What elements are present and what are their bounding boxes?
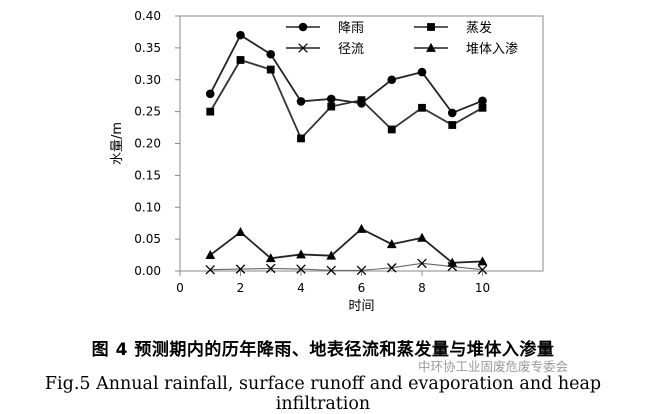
data-point xyxy=(205,264,216,275)
data-point xyxy=(418,103,426,112)
x-tick-label: 2 xyxy=(237,281,245,295)
legend-marker xyxy=(298,22,308,32)
data-point xyxy=(266,65,275,74)
y-tick-label: 0.25 xyxy=(134,105,161,119)
y-tick-label: 0.20 xyxy=(134,137,161,151)
data-point xyxy=(386,239,397,249)
data-point xyxy=(235,227,246,237)
data-point xyxy=(327,102,336,111)
data-point xyxy=(297,134,305,143)
data-point xyxy=(236,30,245,40)
data-point xyxy=(205,249,216,259)
series-1 xyxy=(205,30,487,118)
x-tick-label: 4 xyxy=(297,281,305,295)
x-tick-label: 8 xyxy=(418,281,426,295)
data-point xyxy=(417,258,427,269)
legend-item: 径流 xyxy=(286,42,364,57)
y-tick-label: 0.15 xyxy=(134,168,161,182)
data-point xyxy=(477,256,488,266)
data-point xyxy=(265,253,276,263)
y-tick-label: 0.05 xyxy=(134,232,161,246)
y-tick-label: 0.30 xyxy=(134,73,161,87)
data-point xyxy=(417,67,427,77)
data-point xyxy=(356,223,367,233)
watermark: 中环协工业固废危废专委会 xyxy=(418,359,569,374)
legend-marker xyxy=(298,43,308,53)
data-point xyxy=(477,264,488,275)
data-point xyxy=(448,121,457,129)
legend-item: 降雨 xyxy=(286,21,364,36)
data-point xyxy=(236,56,245,64)
data-point xyxy=(417,232,427,242)
data-point xyxy=(357,96,366,105)
y-tick-label: 0.00 xyxy=(134,264,161,278)
series-line xyxy=(210,262,483,271)
data-point xyxy=(296,264,306,274)
y-axis-title: 水量/m xyxy=(110,122,125,165)
x-axis-title: 时间 xyxy=(348,299,374,314)
legend-label: 降雨 xyxy=(338,21,364,36)
x-tick-label: 10 xyxy=(475,281,490,295)
series-line xyxy=(209,58,483,141)
legend-label: 蒸发 xyxy=(466,20,492,36)
data-point xyxy=(478,96,487,106)
data-point xyxy=(266,49,276,59)
x-tick-label: 0 xyxy=(176,281,184,295)
series-2 xyxy=(206,56,487,143)
data-point xyxy=(296,97,306,106)
legend-marker xyxy=(427,23,435,31)
data-point xyxy=(386,263,397,273)
data-point xyxy=(265,263,276,274)
series-line xyxy=(209,33,483,114)
figure-caption-chinese: 图 4 预测期内的历年降雨、地表径流和蒸发量与堆体入渗量 xyxy=(91,340,555,360)
data-point xyxy=(326,265,337,276)
data-point xyxy=(326,94,336,104)
figure-caption-english: Fig.5 Annual rainfall, surface runoff an… xyxy=(44,374,602,414)
series-4 xyxy=(205,223,488,267)
data-point xyxy=(235,264,246,274)
legend-marker xyxy=(426,42,436,52)
y-tick-label: 0.10 xyxy=(134,200,161,214)
data-point xyxy=(326,250,337,260)
series-line xyxy=(209,227,483,264)
y-tick-label: 0.35 xyxy=(134,41,161,55)
data-point xyxy=(478,103,487,112)
series-3 xyxy=(205,258,488,276)
x-tick-label: 6 xyxy=(358,281,366,295)
data-point xyxy=(296,249,306,259)
data-point xyxy=(205,89,215,99)
data-point xyxy=(447,108,457,118)
data-point xyxy=(447,257,458,267)
legend-label: 径流 xyxy=(338,42,364,57)
data-point xyxy=(356,265,367,276)
y-tick-label: 0.40 xyxy=(134,9,161,23)
data-point xyxy=(387,75,397,85)
data-point xyxy=(387,125,396,134)
legend-label: 堆体入渗 xyxy=(466,42,518,57)
data-point xyxy=(206,107,215,116)
legend-item: 堆体入渗 xyxy=(414,42,518,57)
legend-item: 蒸发 xyxy=(414,20,492,36)
